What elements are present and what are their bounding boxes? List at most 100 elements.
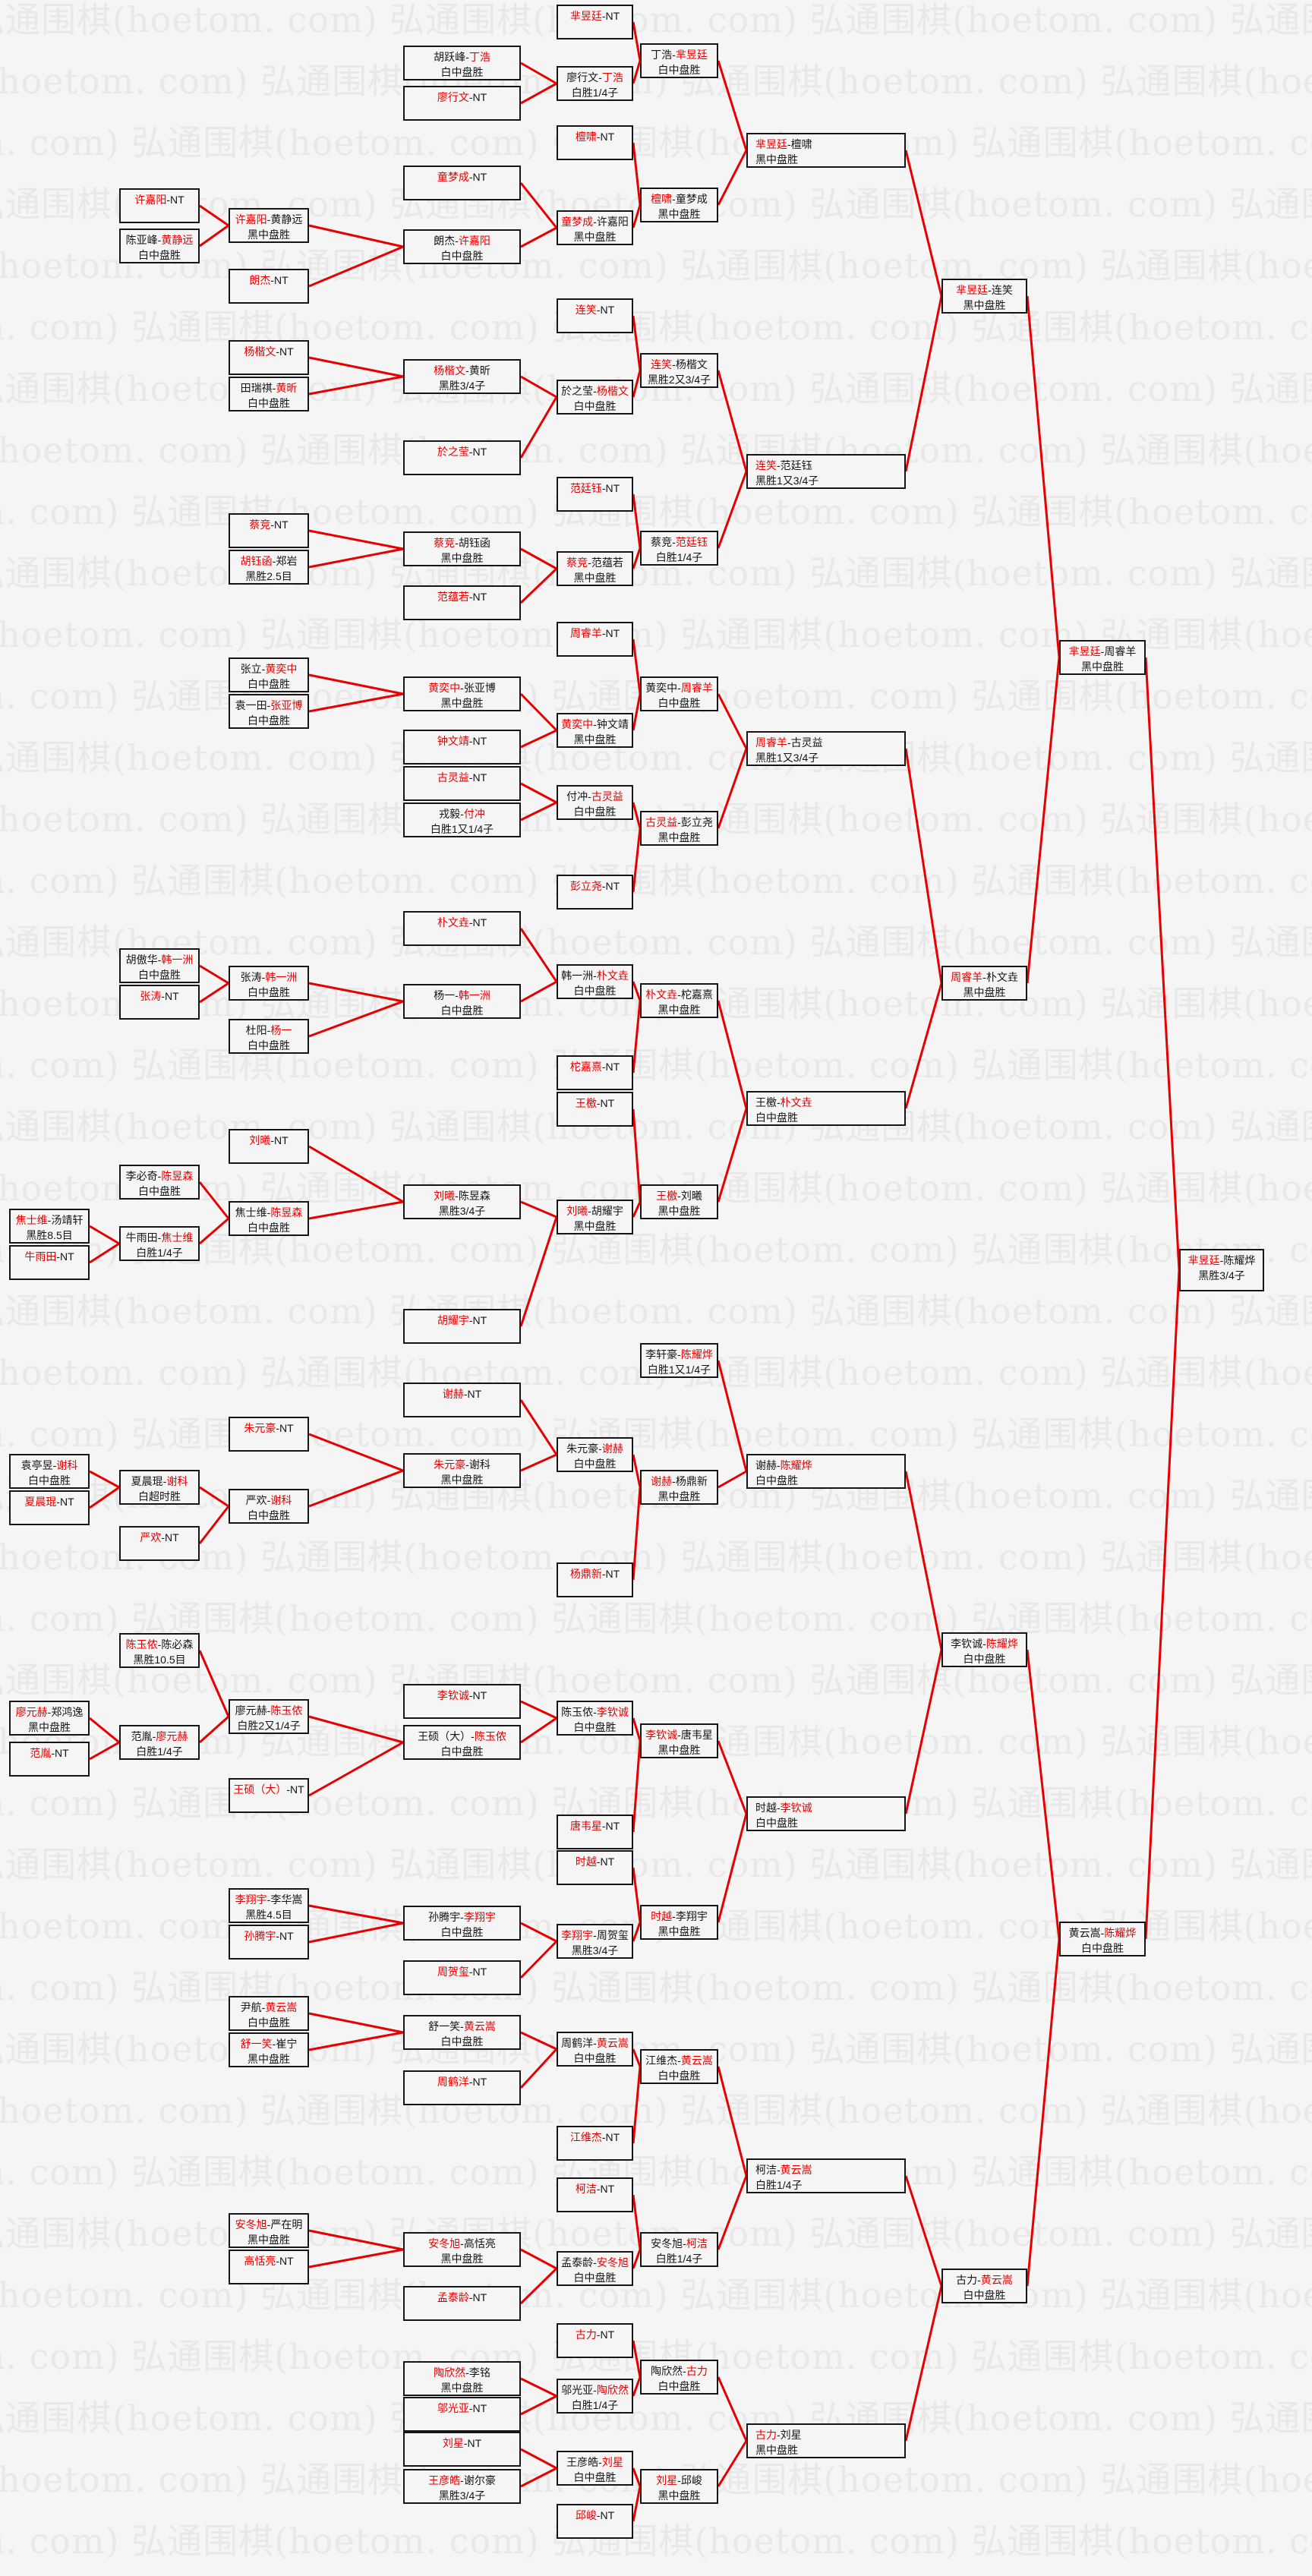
winner-player-name: 丁浩 <box>601 71 623 84</box>
player-name: -NT <box>601 1568 620 1580</box>
matchup-names: 王彦皓-谢尔豪 <box>405 2473 519 2488</box>
result-text: 黑中盘胜 <box>755 153 798 166</box>
player-name: -NT <box>596 2183 615 2195</box>
connector-line <box>308 2031 404 2051</box>
connector-line <box>308 529 404 550</box>
player-name: 田瑞祺- <box>240 382 276 394</box>
matchup-names: 檀啸-NT <box>558 129 632 144</box>
player-name: -NT <box>468 771 487 784</box>
connector-line <box>717 1360 748 1472</box>
player-name: -NT <box>601 880 620 892</box>
winner-player-name: 安冬旭 <box>428 2237 461 2250</box>
matchup-names: 杨鼎新-NT <box>558 1566 632 1581</box>
connector-line <box>519 928 558 982</box>
connector-line <box>520 226 557 248</box>
winner-player-name: 周睿羊 <box>755 736 787 749</box>
winner-player-name: 江维杰 <box>569 2131 602 2143</box>
connector-line <box>308 547 404 569</box>
winner-player-name: 陈耀烨 <box>680 1348 713 1361</box>
matchup-names: 杨楷文-NT <box>230 344 308 359</box>
connector-line <box>718 1470 747 1489</box>
match-box-huyy-nt: 胡耀宇-NT <box>403 1309 521 1344</box>
result-text: 黑中盘胜 <box>248 2234 290 2246</box>
match-box-shiyue-nt: 时越-NT <box>557 1850 633 1885</box>
match-box-fanyr-nt: 范蕴若-NT <box>403 585 521 620</box>
player-name: -陈耀烨 <box>1219 1254 1256 1266</box>
winner-player-name: 许嘉阳 <box>458 235 490 247</box>
match-box-mi-nt: 芈昱廷-NT <box>557 5 633 39</box>
result-text: 白中盘胜 <box>138 249 181 261</box>
winner-player-name: 古力 <box>686 2365 708 2377</box>
result-text: 白胜1/4子 <box>136 1247 183 1259</box>
connector-line <box>632 2467 642 2487</box>
match-box-liao-ding: 廖行文-丁浩 白胜1/4子 <box>557 66 633 101</box>
match-box-liuxi-hu: 刘曦-胡耀宇 黑中盘胜 <box>557 1200 633 1234</box>
matchup-names: 刘星-邱峻 <box>642 2473 717 2488</box>
player-name: -李翔宇 <box>672 1910 708 1922</box>
player-name: -NT <box>270 274 289 286</box>
result-text: 白中盘胜 <box>658 697 701 709</box>
winner-player-name: 陈耀烨 <box>986 1638 1018 1650</box>
matchup-names: 孟泰龄-安冬旭 <box>558 2255 632 2270</box>
matchup-names: 时越-李翔宇 <box>642 1909 717 1924</box>
connector-line <box>632 493 642 549</box>
watermark-row: 弘通围棋(hoetom. com) 弘通围棋(hoetom. com) 弘通围棋… <box>0 1783 1312 1824</box>
match-box-liuxi-chen: 刘曦-陈昱森 黑胜3/4子 <box>403 1184 521 1219</box>
winner-player-name: 芈昱廷 <box>956 284 989 296</box>
match-box-huangyz-zhourr: 黄奕中-周睿羊 白中盘胜 <box>640 676 718 711</box>
connector-line <box>717 693 748 749</box>
winner-player-name: 严欢 <box>140 1531 162 1543</box>
winner-player-name: 牛雨田 <box>24 1250 57 1263</box>
connector-line <box>520 375 557 399</box>
connector-line <box>904 1471 943 1651</box>
matchup-names: 邬光亚-NT <box>405 2401 519 2416</box>
winner-player-name: 范蕴若 <box>437 591 469 603</box>
player-name: 安冬旭- <box>651 2237 686 2250</box>
watermark-row: 弘通围棋(hoetom. com) 弘通围棋(hoetom. com) 弘通围棋… <box>0 1537 1312 1578</box>
matchup-names: 古灵益-彭立尧 <box>642 815 717 830</box>
match-box-lian-fan: 连笑-范廷钰 黑胜1又3/4子 <box>746 454 906 489</box>
player-name: -周贺玺 <box>593 1929 629 1941</box>
connector-line <box>308 2248 404 2269</box>
result-text: 黑中盘胜 <box>658 831 701 843</box>
matchup-names: 范廷钰-NT <box>558 481 632 496</box>
connector-line <box>717 150 748 206</box>
result-text: 白中盘胜 <box>248 1039 290 1052</box>
connector-line <box>519 2048 558 2089</box>
player-name: -NT <box>270 519 289 531</box>
player-name: -杨鼎新 <box>672 1475 708 1487</box>
matchup-names: 韩一洲-朴文垚 <box>558 968 632 983</box>
player-name: -NT <box>601 627 620 639</box>
matchup-names: 周鹤洋-NT <box>405 2074 519 2089</box>
matchup-names: 胡钰函-郑岩 <box>230 553 308 569</box>
matchup-names: 李钦诚-NT <box>405 1688 519 1703</box>
player-name: 时越- <box>755 1802 781 1814</box>
player-name: -张亚博 <box>460 682 496 694</box>
winner-player-name: 夏晨琨 <box>24 1496 57 1508</box>
result-text: 黑中盘胜 <box>963 986 1006 998</box>
winner-player-name: 古灵益 <box>591 790 623 802</box>
connector-line <box>308 1200 404 1220</box>
match-box-xia-nt: 夏晨琨-NT <box>9 1490 90 1525</box>
connector-line <box>904 295 943 472</box>
matchup-names: 安冬旭-柯洁 <box>642 2236 717 2251</box>
match-box-mengtl-nt: 孟泰龄-NT <box>403 2286 521 2321</box>
winner-player-name: 杨鼎新 <box>569 1568 602 1580</box>
match-box-mi-tan: 芈昱廷-檀啸 黑中盘胜 <box>746 133 906 168</box>
connector-line <box>632 2249 642 2269</box>
player-name: 陈玉侬- <box>561 1706 597 1718</box>
winner-player-name: 杨楷文 <box>434 364 466 377</box>
connector-line <box>904 748 943 984</box>
result-text: 白中盘胜 <box>440 1926 484 1938</box>
matchup-names: 高恬亮-NT <box>230 2253 308 2269</box>
result-text: 黑中盘胜 <box>658 1490 701 1502</box>
player-name: -NT <box>468 171 487 183</box>
match-box-xiehe-nt: 谢赫-NT <box>403 1383 521 1417</box>
match-box-lixy-zhouhx: 李翔宇-周贺玺 黑胜3/4子 <box>557 1924 633 1959</box>
player-name: -NT <box>166 194 184 206</box>
matchup-names: 孙腾宇-NT <box>230 1928 308 1944</box>
match-box-huao-han: 胡傲华-韩一洲 白中盘胜 <box>119 948 200 983</box>
winner-player-name: 黄云嵩 <box>980 2274 1013 2286</box>
connector-line <box>89 1470 120 1489</box>
matchup-names: 陶欣然-李铭 <box>405 2365 519 2380</box>
